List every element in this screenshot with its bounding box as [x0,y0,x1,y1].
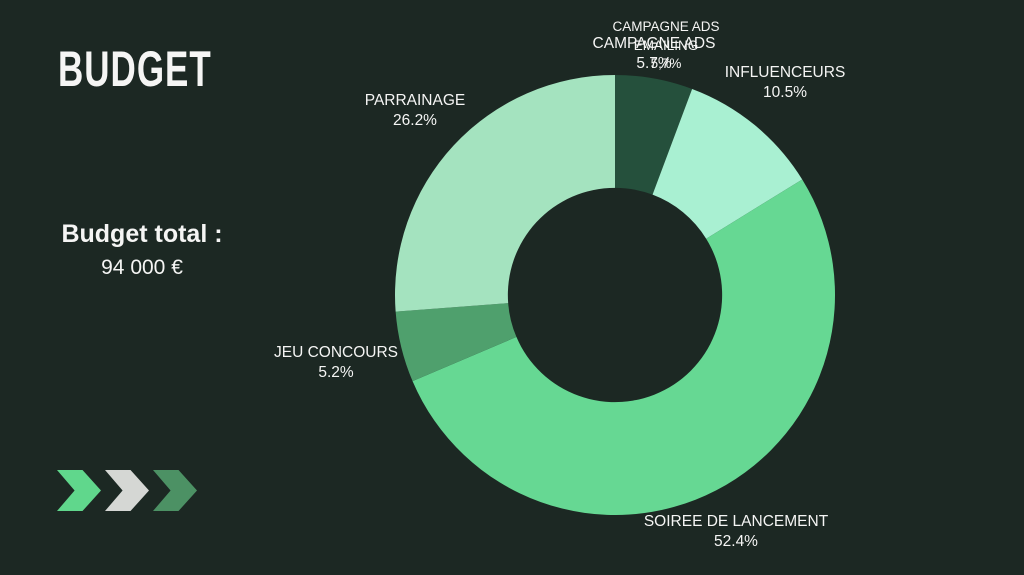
donut-slice-soiree-de-lancement [412,179,836,516]
callout-campagne-ads-emailing: CAMPAGNE ADS EMAILING 5,7% [612,18,719,74]
callout-influenceurs-name: INFLUENCEURS [724,64,846,81]
callout-campagne-ads-pct: 5.7% [636,55,672,72]
budget-donut-chart [395,75,836,516]
callout-soiree-de-lancement-name: SOIREE DE LANCEMENT [643,513,829,530]
donut-slice-jeu-concours [395,303,517,382]
budget-total-label: Budget total : [61,220,223,248]
callout-soiree-de-lancement-pct: 52.4% [714,533,758,550]
callout-campagne-ads-emailing-pct: 5,7% [650,56,682,71]
callout-soiree-de-lancement: SOIREE DE LANCEMENT 52.4% [644,512,828,552]
callout-jeu-concours-name: JEU CONCOURS [273,344,399,361]
callout-campagne-ads: CAMPAGNE ADS 5.7% [593,34,716,74]
callout-campagne-ads-name: CAMPAGNE ADS [592,35,716,52]
callout-jeu-concours: JEU CONCOURS 5.2% [274,343,398,383]
budget-total-block: Budget total : 94 000 € [61,219,222,280]
donut-slice-campagne-ads [615,75,693,195]
callout-parrainage-name: PARRAINAGE [364,92,466,109]
donut-slice-influenceurs [652,88,803,239]
budget-total-value: 94 000 € [101,256,183,279]
chevron-icon [153,470,197,511]
page-title: BUDGET [58,41,212,98]
chevron-arrows-decoration [57,470,197,511]
callout-jeu-concours-pct: 5.2% [318,364,354,381]
callout-influenceurs: INFLUENCEURS 10.5% [725,63,846,103]
donut-slice-parrainage [395,75,615,312]
callout-parrainage: PARRAINAGE 26.2% [365,91,466,131]
callout-campagne-ads-emailing-name2: EMAILING [633,37,699,53]
callout-parrainage-pct: 26.2% [393,112,437,129]
callout-campagne-ads-emailing-name: CAMPAGNE ADS [612,19,720,34]
callout-influenceurs-pct: 10.5% [763,84,807,101]
chevron-icon [105,470,149,511]
chevron-icon [57,470,101,511]
